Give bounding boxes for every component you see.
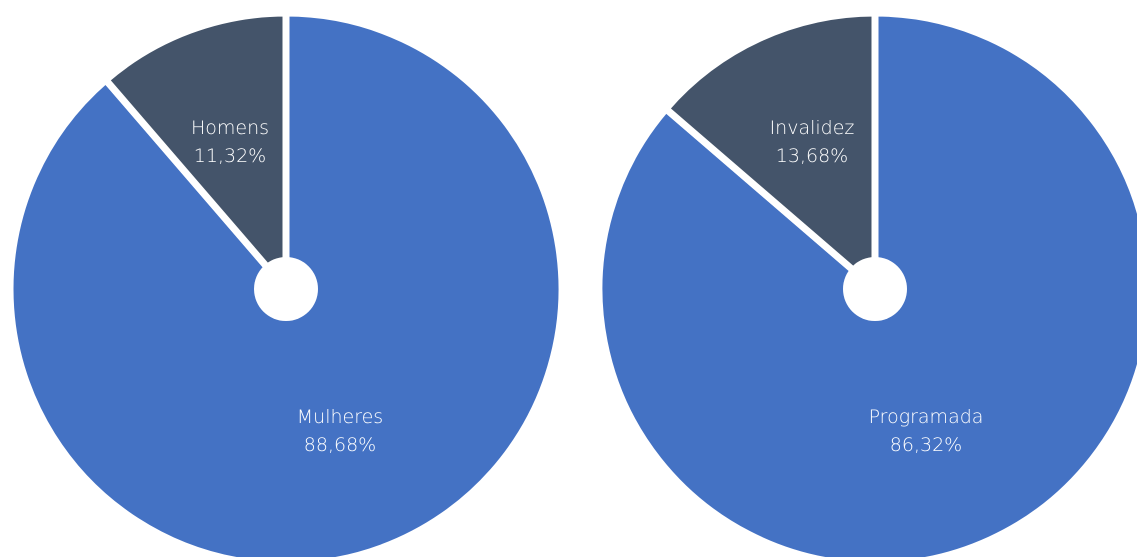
pie-chart-retirement-type: Invalidez 13,68% Programada 86,32% [595, 9, 1137, 557]
pie-chart-gender: Homens 11,32% Mulheres 88,68% [6, 9, 566, 557]
slice-label-programada: Programada [869, 406, 984, 428]
pie-slice-mulheres [6, 9, 566, 557]
pie-slice-homens [102, 9, 290, 293]
slice-value-programada: 86,32% [890, 434, 962, 456]
slice-value-homens: 11,32% [194, 145, 266, 167]
slice-label-invalidez: Invalidez [770, 117, 855, 139]
slice-value-invalidez: 13,68% [776, 145, 848, 167]
slice-label-homens: Homens [191, 117, 269, 139]
slice-label-mulheres: Mulheres [297, 406, 383, 428]
pie-center-hole [843, 257, 907, 321]
pie-center-hole [254, 257, 318, 321]
pie-slice-invalidez [662, 9, 879, 293]
slice-value-mulheres: 88,68% [304, 434, 376, 456]
